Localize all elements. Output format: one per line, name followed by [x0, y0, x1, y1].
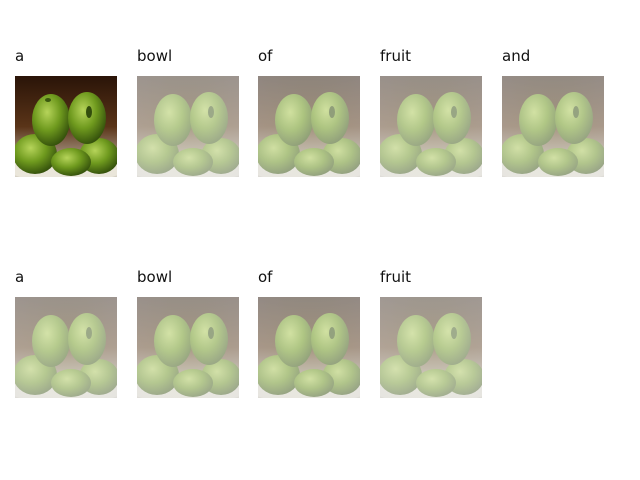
- attention-image: [15, 297, 117, 398]
- caption-word: of: [258, 268, 273, 286]
- attention-image: [380, 297, 482, 398]
- caption-word: a: [15, 47, 25, 65]
- caption-word: a: [15, 268, 25, 286]
- attention-image: [137, 76, 239, 177]
- caption-word: fruit: [380, 268, 412, 286]
- attention-image: [258, 76, 360, 177]
- attention-image: [380, 76, 482, 177]
- attention-image: [502, 76, 604, 177]
- caption-word: and: [502, 47, 531, 65]
- caption-word: bowl: [137, 47, 173, 65]
- caption-word: of: [258, 47, 273, 65]
- attention-image: [258, 297, 360, 398]
- attention-image: [137, 297, 239, 398]
- attention-image: [15, 76, 117, 177]
- caption-word: fruit: [380, 47, 412, 65]
- caption-word: bowl: [137, 268, 173, 286]
